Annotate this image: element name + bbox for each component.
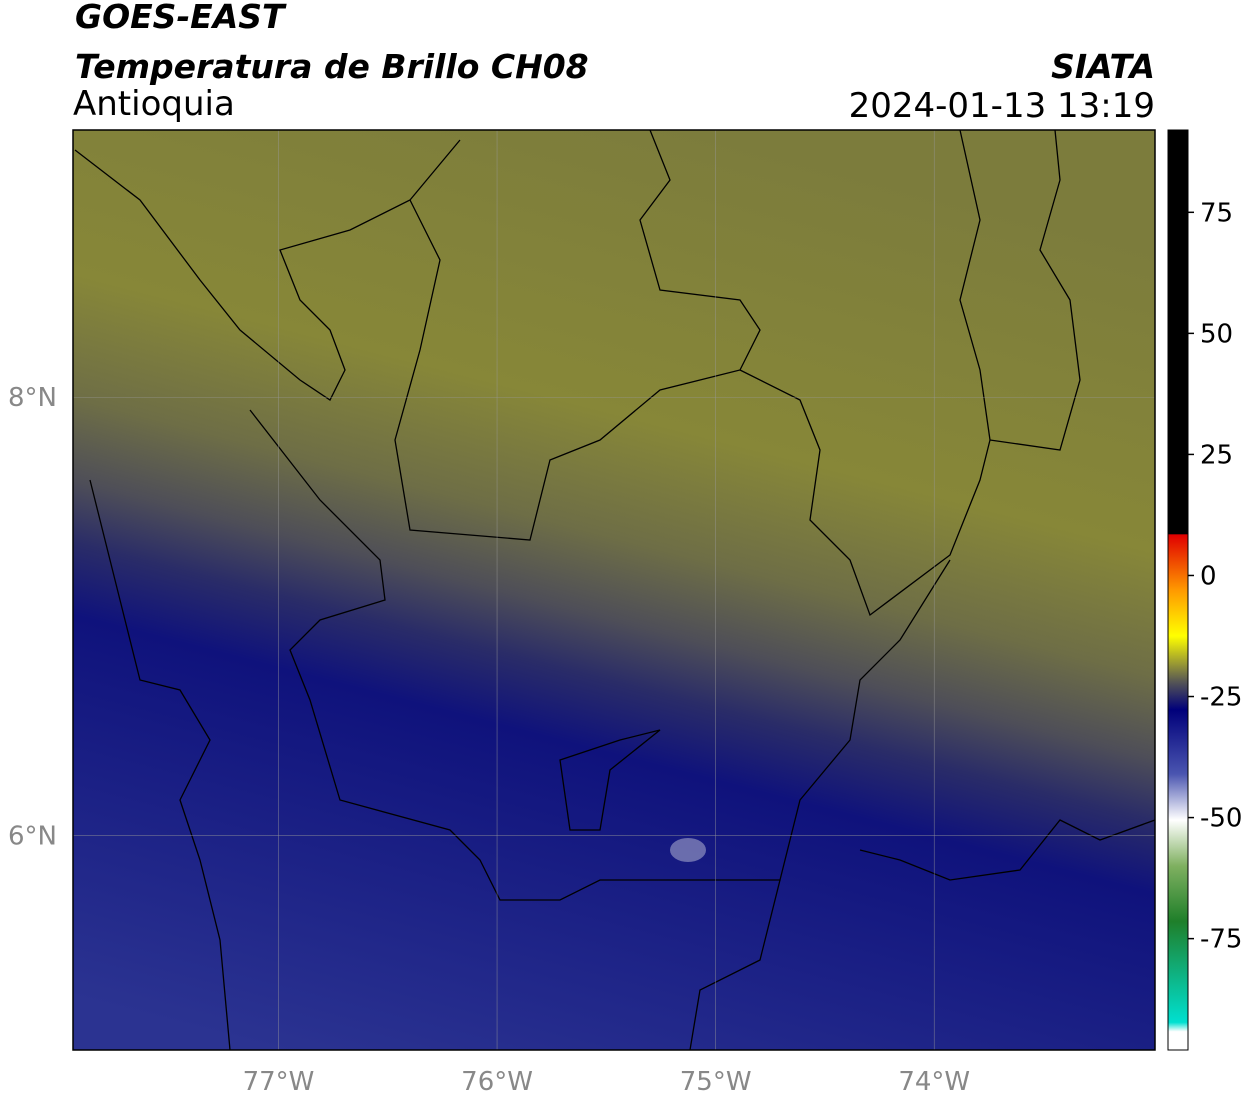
temperature-field (73, 130, 1155, 1050)
map-area (73, 130, 1155, 1050)
subtitle: Temperatura de Brillo CH08 (75, 47, 589, 86)
colorbar (1167, 129, 1189, 1051)
datetime: 2024-01-13 13:19 (849, 86, 1155, 126)
cold-spot (670, 838, 706, 862)
lon-tick-label: 77°W (243, 1067, 315, 1097)
colorbar-tick-label: -25 (1200, 683, 1242, 713)
colorbar-tick-label: -75 (1200, 925, 1242, 955)
boundaries (74, 130, 1155, 1050)
colorbar-tick-label: 25 (1200, 440, 1233, 470)
lat-tick-label: 6°N (8, 821, 57, 851)
colorbar-tick-label: 0 (1200, 561, 1217, 591)
title: GOES-EAST (75, 0, 287, 36)
map-frame (72, 129, 1156, 1051)
lat-tick-label: 8°N (8, 383, 57, 413)
lon-tick-label: 74°W (898, 1067, 970, 1097)
lon-tick-label: 75°W (680, 1067, 752, 1097)
source: SIATA (1051, 47, 1155, 86)
region: Antioquia (73, 84, 235, 124)
lon-tick-label: 76°W (461, 1067, 533, 1097)
colorbar-tick-label: -50 (1200, 804, 1242, 834)
colorbar-tick-label: 50 (1200, 319, 1233, 349)
colorbar-tick-label: 75 (1200, 198, 1233, 228)
